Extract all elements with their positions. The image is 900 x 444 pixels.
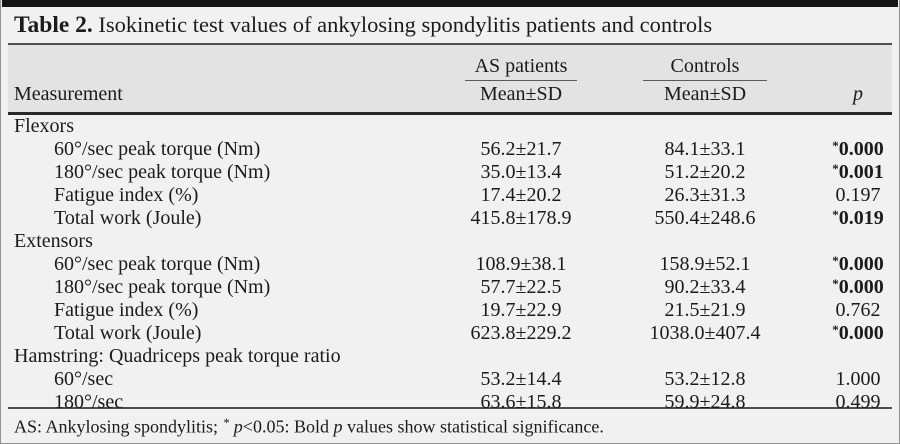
- table-title: Table 2. Isokinetic test values of ankyl…: [8, 7, 892, 43]
- table-row: 180°/sec peak torque (Nm) 35.0±13.4 51.2…: [8, 161, 892, 184]
- significance-star: *: [832, 138, 839, 154]
- table-row: Extensors: [8, 230, 892, 253]
- p-value: *0.019: [824, 207, 892, 230]
- table-row: Total work (Joule) 415.8±178.9 550.4±248…: [8, 207, 892, 230]
- p-number: 0.000: [838, 322, 884, 344]
- table-row: Total work (Joule) 623.8±229.2 1038.0±40…: [8, 322, 892, 345]
- table-number: Table 2.: [14, 11, 93, 38]
- controls-value: 53.2±12.8: [664, 368, 746, 390]
- column-header-mean-sd-as: Mean±SD: [479, 83, 563, 105]
- as-patients-value: 17.4±20.2: [480, 184, 562, 206]
- as-patients-value: 53.2±14.4: [480, 368, 562, 390]
- significance-star: *: [832, 322, 839, 338]
- row-label: Fatigue index (%): [54, 299, 199, 321]
- p-value: *0.000: [824, 253, 892, 276]
- significance-star: *: [832, 207, 839, 223]
- row-label: Total work (Joule): [54, 207, 202, 229]
- table-header: AS patients Controls Measurement Mean±SD…: [8, 43, 892, 115]
- p-number: 1.000: [835, 368, 881, 390]
- column-header-mean-sd-controls: Mean±SD: [663, 83, 747, 105]
- top-rule: [2, 0, 898, 7]
- significance-star: *: [832, 276, 839, 292]
- table-body: Flexors 60°/sec peak torque (Nm) 56.2±21…: [8, 115, 892, 413]
- controls-value: 59.9±24.8: [664, 391, 746, 413]
- group-header-controls: Controls: [586, 45, 824, 81]
- as-patients-value: 623.8±229.2: [470, 322, 572, 344]
- row-label: 180°/sec: [54, 391, 124, 413]
- table-row: Fatigue index (%) 19.7±22.9 21.5±21.9 0.…: [8, 299, 892, 322]
- footnote-rest: values show statistical significance.: [342, 416, 604, 437]
- table-row: 60°/sec peak torque (Nm) 56.2±21.7 84.1±…: [8, 138, 892, 161]
- p-number: 0.762: [835, 299, 881, 321]
- p-value: *0.000: [824, 138, 892, 161]
- footnote-threshold: <0.05: Bold: [242, 416, 334, 437]
- footnote-p-symbol: p: [333, 416, 343, 437]
- p-number: 0.000: [838, 253, 884, 275]
- row-label: 180°/sec peak torque (Nm): [54, 276, 271, 298]
- as-patients-value: 108.9±38.1: [475, 253, 567, 275]
- column-header-p: p: [853, 83, 863, 105]
- as-patients-value: 19.7±22.9: [480, 299, 562, 321]
- table-row: 180°/sec peak torque (Nm) 57.7±22.5 90.2…: [8, 276, 892, 299]
- table-footnote: AS: Ankylosing spondylitis; * p<0.05: Bol…: [8, 409, 892, 438]
- footnote-p-symbol: p: [233, 416, 243, 437]
- p-value: *0.001: [824, 161, 892, 184]
- controls-value: 51.2±20.2: [664, 161, 746, 183]
- group-header-as-patients: AS patients: [456, 45, 586, 81]
- table-row: 60°/sec 53.2±14.4 53.2±12.8 1.000: [8, 368, 892, 391]
- as-patients-value: 63.6±15.8: [480, 391, 562, 413]
- significance-star: *: [832, 161, 839, 177]
- row-label: 60°/sec: [54, 368, 114, 390]
- table-row: 60°/sec peak torque (Nm) 108.9±38.1 158.…: [8, 253, 892, 276]
- column-header-measurement: Measurement: [14, 83, 123, 105]
- row-label: 180°/sec peak torque (Nm): [54, 161, 271, 183]
- section-label: Extensors: [14, 230, 93, 252]
- row-label: 60°/sec peak torque (Nm): [54, 253, 261, 275]
- significance-star: *: [832, 253, 839, 269]
- controls-value: 550.4±248.6: [654, 207, 756, 229]
- controls-value: 26.3±31.3: [664, 184, 746, 206]
- p-number: 0.197: [835, 184, 881, 206]
- p-value: 0.762: [824, 299, 892, 322]
- row-label: Fatigue index (%): [54, 184, 199, 206]
- table-row: Hamstring: Quadriceps peak torque ratio: [8, 345, 892, 368]
- row-label: 60°/sec peak torque (Nm): [54, 138, 261, 160]
- table-caption: Isokinetic test values of ankylosing spo…: [92, 12, 713, 37]
- section-label: Hamstring: Quadriceps peak torque ratio: [14, 345, 341, 367]
- p-value: *0.000: [824, 276, 892, 299]
- p-number: 0.000: [838, 276, 884, 298]
- as-patients-value: 415.8±178.9: [470, 207, 572, 229]
- p-number: 0.019: [838, 207, 884, 229]
- p-value: 1.000: [824, 368, 892, 391]
- footnote-abbrev: AS: Ankylosing spondylitis;: [14, 416, 223, 437]
- table-inner: Table 2. Isokinetic test values of ankyl…: [8, 7, 892, 438]
- as-patients-value: 57.7±22.5: [480, 276, 562, 298]
- as-patients-value: 56.2±21.7: [480, 138, 562, 160]
- controls-value: 21.5±21.9: [664, 299, 746, 321]
- p-number: 0.000: [838, 138, 884, 160]
- p-value: 0.197: [824, 184, 892, 207]
- footer-divider: [8, 407, 892, 409]
- group-header-controls-label: Controls: [643, 55, 767, 81]
- p-value: 0.499: [824, 391, 892, 414]
- controls-value: 158.9±52.1: [659, 253, 751, 275]
- row-label: Total work (Joule): [54, 322, 202, 344]
- as-patients-value: 35.0±13.4: [480, 161, 562, 183]
- controls-value: 90.2±33.4: [664, 276, 746, 298]
- controls-value: 84.1±33.1: [664, 138, 746, 160]
- table-row: Fatigue index (%) 17.4±20.2 26.3±31.3 0.…: [8, 184, 892, 207]
- group-header-as-patients-label: AS patients: [465, 55, 577, 81]
- p-value: *0.000: [824, 322, 892, 345]
- table-row: Flexors: [8, 115, 892, 138]
- controls-value: 1038.0±407.4: [649, 322, 761, 344]
- p-number: 0.001: [838, 161, 884, 183]
- footnote-asterisk: *: [223, 416, 230, 430]
- section-label: Flexors: [14, 115, 74, 137]
- table-row: 180°/sec 63.6±15.8 59.9±24.8 0.499: [8, 391, 892, 414]
- p-number: 0.499: [835, 391, 881, 413]
